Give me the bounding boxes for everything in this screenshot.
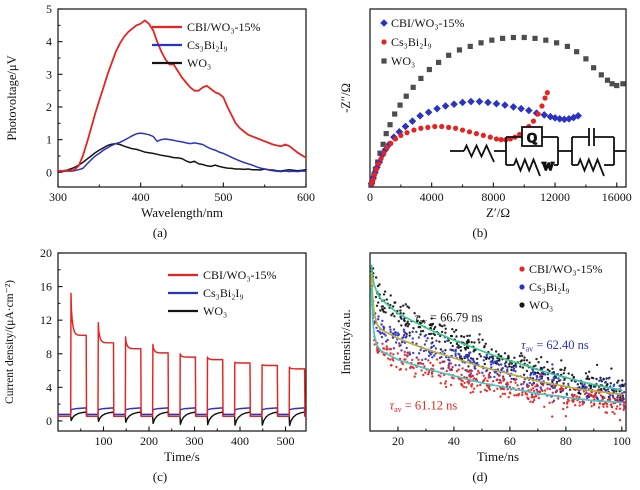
- svg-text:-Z″/Ω: -Z″/Ω: [339, 83, 353, 113]
- svg-text:2: 2: [46, 100, 52, 114]
- svg-text:16: 16: [40, 280, 52, 294]
- panel-b: 0 4000 8000 12000 16000 Z′/Ω -Z″/Ω Q W CBI/WO₃-15…: [320, 1, 640, 245]
- panel-d-caption: (d): [472, 469, 488, 484]
- svg-text:Z′/Ω: Z′/Ω: [486, 205, 510, 220]
- svg-text:12: 12: [40, 313, 52, 327]
- svg-text:Current density/(μA·cm⁻²): Current density/(μA·cm⁻²): [4, 280, 16, 404]
- svg-text:500: 500: [277, 434, 295, 448]
- svg-text:4: 4: [46, 35, 52, 49]
- svg-text:4: 4: [46, 380, 52, 394]
- svg-text:1: 1: [46, 133, 52, 147]
- svg-text:Cs₃Bi₂I₉: Cs₃Bi₂I₉: [391, 35, 432, 49]
- equivalent-circuit-inset: QW: [450, 126, 626, 177]
- svg-text:40: 40: [448, 434, 460, 448]
- svg-text:Cs₃Bi₂I₉: Cs₃Bi₂I₉: [529, 280, 570, 294]
- nyquist-impedance-chart: 0 4000 8000 12000 16000 Z′/Ω -Z″/Ω QW CBI/WO₃-15…: [339, 8, 632, 220]
- svg-text:WO₃: WO₃: [391, 54, 415, 68]
- svg-text:0: 0: [367, 190, 373, 204]
- svg-text:3: 3: [46, 67, 52, 81]
- svg-text:300: 300: [49, 190, 67, 204]
- svg-text:0: 0: [46, 165, 52, 179]
- svg-text:WO₃: WO₃: [203, 304, 227, 318]
- panel-c-caption: (c): [152, 469, 168, 484]
- trpl-decay-chart: 20 40 60 80 100 Time/ns Intensity/a.u. τav = 66…: [339, 252, 631, 464]
- panel-a: 300 400 500 600 0 1 2 3 4 5 Wavelength/nm Photovolt…: [0, 1, 320, 245]
- svg-text:500: 500: [214, 190, 232, 204]
- panel-d: 20 40 60 80 100 Time/ns Intensity/a.u. τav = 66…: [320, 245, 640, 489]
- svg-text:300: 300: [186, 434, 204, 448]
- svg-text:Photovoltage/μV: Photovoltage/μV: [5, 55, 19, 140]
- svg-text:12000: 12000: [540, 190, 570, 204]
- svg-text:WO₃: WO₃: [529, 298, 553, 312]
- panel-b-caption: (b): [472, 225, 488, 240]
- tau-annotation: τav = 62.40 ns: [521, 338, 589, 354]
- svg-text:80: 80: [560, 434, 572, 448]
- svg-text:CBI/WO₃-15%: CBI/WO₃-15%: [391, 16, 465, 30]
- tau-annotation: τav = 66.79 ns: [415, 311, 483, 327]
- svg-text:100: 100: [95, 434, 113, 448]
- svg-text:200: 200: [140, 434, 158, 448]
- transient-photocurrent-chart: 100 200 300 400 500 0 4 8 12 16 20 Time/s Current de…: [4, 246, 307, 464]
- svg-text:0: 0: [46, 414, 52, 428]
- svg-text:8: 8: [46, 347, 52, 361]
- panel-a-caption: (a): [152, 225, 168, 240]
- svg-text:Time/s: Time/s: [164, 449, 200, 464]
- svg-text:20: 20: [392, 434, 404, 448]
- svg-text:Time/ns: Time/ns: [477, 449, 519, 464]
- svg-text:5: 5: [46, 2, 52, 16]
- svg-text:600: 600: [297, 190, 315, 204]
- svg-text:WO₃: WO₃: [187, 56, 211, 70]
- svg-text:60: 60: [504, 434, 516, 448]
- svg-text:400: 400: [132, 190, 150, 204]
- svg-text:20: 20: [40, 246, 52, 260]
- svg-text:Q: Q: [527, 130, 537, 145]
- panel-c: 100 200 300 400 500 0 4 8 12 16 20 Time/s Current de…: [0, 245, 320, 489]
- svg-text:CBI/WO₃-15%: CBI/WO₃-15%: [187, 20, 261, 34]
- svg-text:16000: 16000: [602, 190, 632, 204]
- svg-text:CBI/WO₃-15%: CBI/WO₃-15%: [529, 262, 603, 276]
- svg-text:Intensity/a.u.: Intensity/a.u.: [339, 309, 353, 374]
- tau-annotation: τav = 61.12 ns: [390, 399, 458, 415]
- svg-text:4000: 4000: [420, 190, 444, 204]
- svg-text:100: 100: [613, 434, 631, 448]
- svg-text:W: W: [542, 159, 554, 173]
- svg-text:Wavelength/nm: Wavelength/nm: [141, 205, 223, 220]
- svg-text:8000: 8000: [481, 190, 505, 204]
- svg-text:Cs₃Bi₂I₉: Cs₃Bi₂I₉: [187, 38, 228, 52]
- photovoltage-spectrum-chart: 300 400 500 600 0 1 2 3 4 5 Wavelength/nm Photovolt…: [5, 2, 315, 220]
- svg-text:CBI/WO₃-15%: CBI/WO₃-15%: [203, 268, 277, 282]
- svg-text:Cs₃Bi₂I₉: Cs₃Bi₂I₉: [203, 286, 244, 300]
- svg-text:400: 400: [231, 434, 249, 448]
